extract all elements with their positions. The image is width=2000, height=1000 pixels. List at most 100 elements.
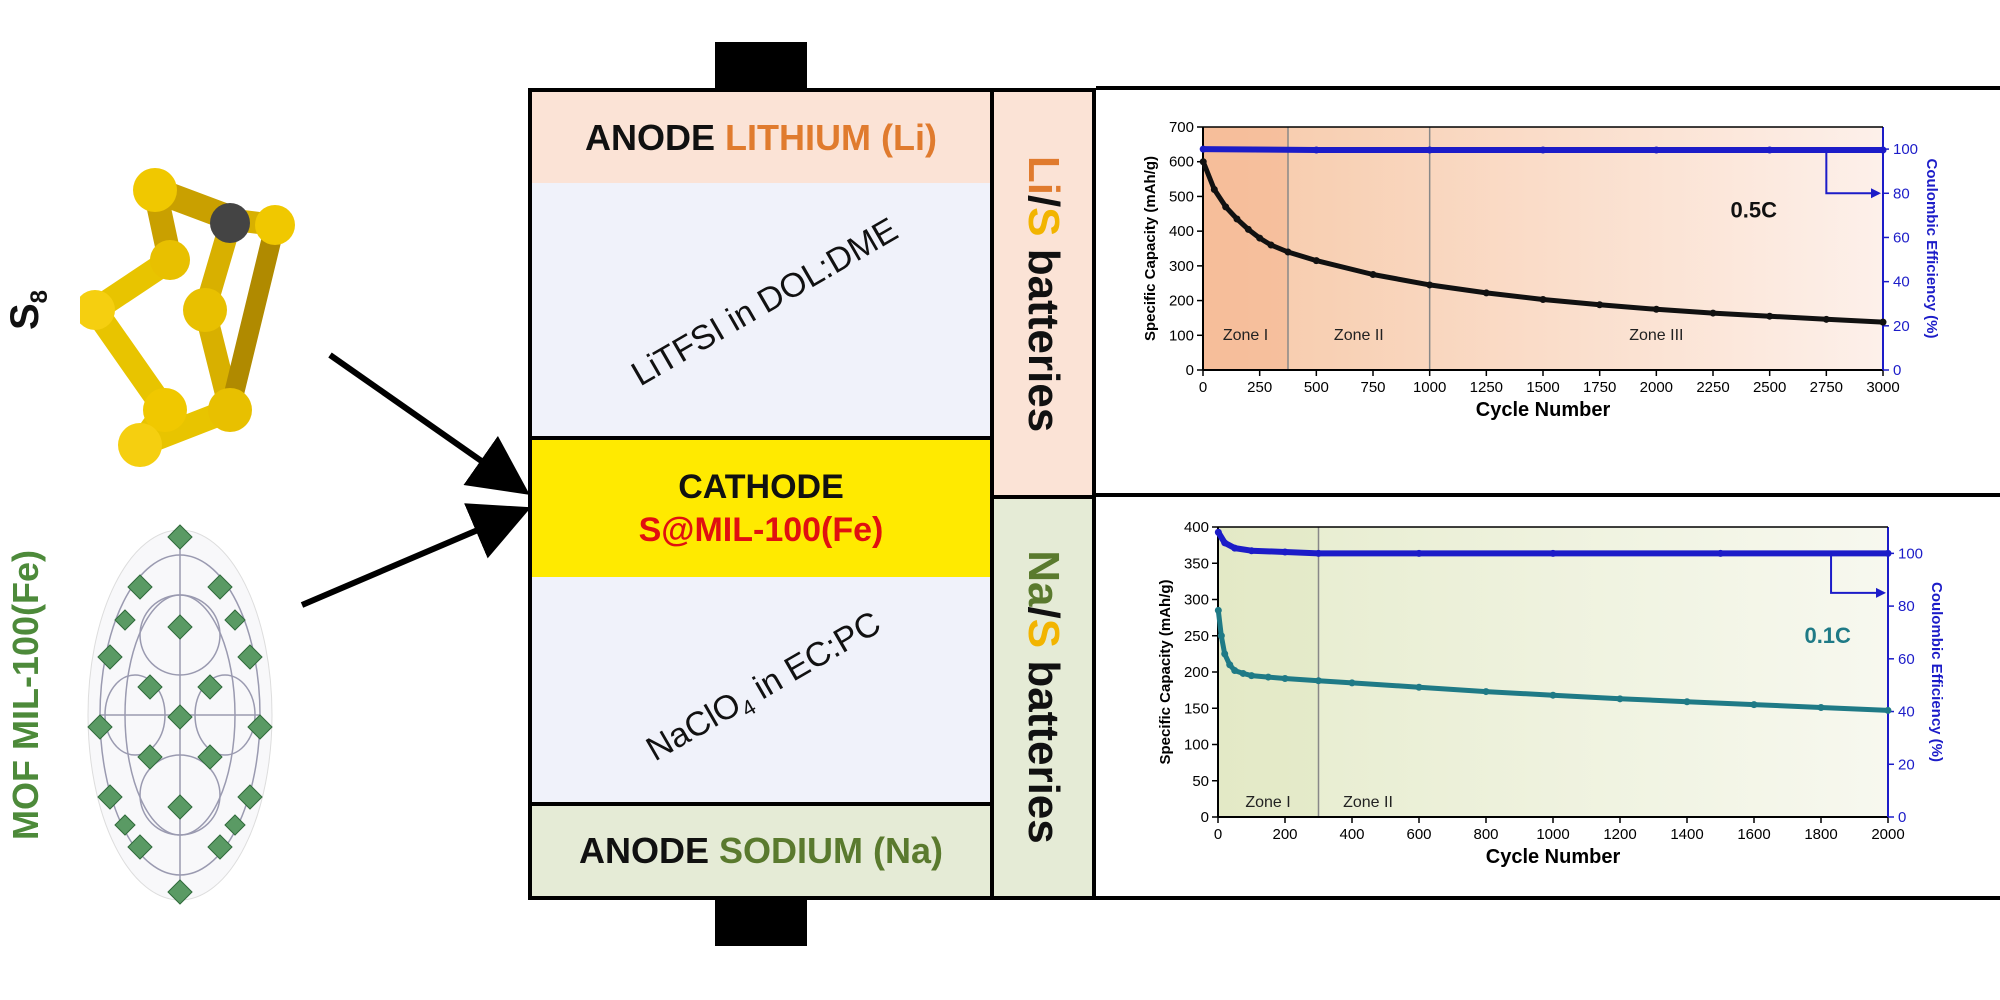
capacity-point xyxy=(1750,701,1758,709)
y2-tick-label: 20 xyxy=(1898,756,1915,773)
cathode-layer: CATHODE S@MIL-100(Fe) xyxy=(528,436,994,581)
ce-point xyxy=(1884,549,1892,557)
ce-point xyxy=(1199,145,1207,153)
electrolyte-top-layer: LiTFSI in DOL:DME xyxy=(528,183,994,440)
capacity-point xyxy=(1549,691,1557,699)
y2-tick-label: 40 xyxy=(1893,274,1910,291)
rate-label: 0.5C xyxy=(1731,197,1778,222)
na-s-side-panel xyxy=(990,495,1096,900)
y-tick-label: 50 xyxy=(1192,773,1209,790)
y-tick-label: 500 xyxy=(1169,188,1194,205)
ce-point xyxy=(1281,548,1289,556)
y-tick-label: 150 xyxy=(1184,700,1209,717)
x-tick-label: 1500 xyxy=(1526,379,1559,396)
li-s-side-panel xyxy=(990,88,1096,499)
capacity-point xyxy=(1652,305,1660,313)
x-tick-label: 2000 xyxy=(1640,379,1673,396)
x-tick-label: 1600 xyxy=(1737,826,1770,843)
y2-tick-label: 20 xyxy=(1893,318,1910,335)
y2-tick-label: 60 xyxy=(1893,229,1910,246)
capacity-point xyxy=(1217,632,1225,640)
x-tick-label: 1800 xyxy=(1804,826,1837,843)
arrow-mof-to-cathode xyxy=(300,503,532,608)
capacity-point xyxy=(1369,271,1377,279)
capacity-point xyxy=(1239,669,1247,677)
y-tick-label: 600 xyxy=(1169,154,1194,171)
x-tick-label: 1000 xyxy=(1536,826,1569,843)
ce-point xyxy=(1426,146,1434,154)
y-tick-label: 300 xyxy=(1169,258,1194,275)
capacity-point xyxy=(1315,677,1322,685)
axis-pointer-head xyxy=(1871,188,1881,199)
capacity-point xyxy=(1312,257,1320,265)
y2-tick-label: 0 xyxy=(1893,362,1901,379)
x-tick-label: 750 xyxy=(1360,379,1385,396)
mof-label: MOF MIL-100(Fe) xyxy=(5,550,46,841)
terminal-bottom xyxy=(715,898,807,946)
x-tick-label: 1250 xyxy=(1470,379,1503,396)
capacity-point xyxy=(1214,606,1222,614)
x-tick-label: 600 xyxy=(1406,826,1431,843)
chart-divider xyxy=(1096,493,2000,497)
y2-tick-label: 0 xyxy=(1898,809,1906,826)
x-tick-label: 2500 xyxy=(1753,379,1786,396)
capacity-point xyxy=(1256,234,1264,242)
x-tick-label: 1200 xyxy=(1603,826,1636,843)
capacity-point xyxy=(1482,688,1490,696)
capacity-point xyxy=(1616,695,1624,703)
plot-background xyxy=(1218,527,1888,817)
capacity-point xyxy=(1415,683,1423,691)
capacity-point xyxy=(1709,309,1717,317)
x-tick-label: 2000 xyxy=(1871,826,1904,843)
capacity-point xyxy=(1596,301,1604,309)
y2-tick-label: 100 xyxy=(1898,545,1923,562)
anode-top-word: ANODE xyxy=(585,116,716,158)
capacity-point xyxy=(1884,706,1892,714)
electrolyte-top-text: LiTFSI in DOL:DME xyxy=(625,210,905,394)
y-tick-label: 200 xyxy=(1169,293,1194,310)
anode-bottom-word: ANODE xyxy=(578,830,709,871)
ce-point xyxy=(1248,547,1255,555)
anode-sodium-layer: ANODE SODIUM (Na) xyxy=(528,802,994,900)
anode-lithium-layer: ANODE LITHIUM (Li) xyxy=(528,88,994,187)
x-tick-label: 500 xyxy=(1304,379,1329,396)
capacity-point xyxy=(1281,675,1289,683)
x-tick-label: 2750 xyxy=(1810,379,1843,396)
ce-point xyxy=(1549,549,1557,557)
ce-point xyxy=(1315,549,1322,557)
capacity-point xyxy=(1348,679,1356,687)
y-tick-label: 100 xyxy=(1169,327,1194,344)
cathode-material: S@MIL-100(Fe) xyxy=(638,510,884,549)
anode-bottom-metal: SODIUM (Na) xyxy=(719,830,944,871)
x-tick-label: 200 xyxy=(1272,826,1297,843)
capacity-point xyxy=(1817,704,1825,712)
y-tick-label: 0 xyxy=(1186,362,1194,379)
y-tick-label: 300 xyxy=(1184,592,1209,609)
y-axis-label: Specific Capacity (mAh/g) xyxy=(1157,579,1174,764)
axis-pointer-head xyxy=(1876,587,1886,598)
li-s-batteries-label: Li/S batteries xyxy=(1019,155,1068,433)
capacity-point xyxy=(1264,673,1272,681)
y-tick-label: 250 xyxy=(1184,628,1209,645)
capacity-point xyxy=(1539,296,1547,304)
chart-frame-bottom xyxy=(1096,896,2000,900)
x-tick-label: 0 xyxy=(1214,826,1222,843)
capacity-point xyxy=(1482,289,1490,297)
y2-tick-label: 80 xyxy=(1898,598,1915,615)
terminal-top xyxy=(715,42,807,90)
capacity-point xyxy=(1233,215,1241,223)
axis-pointer xyxy=(1825,149,1879,195)
capacity-point xyxy=(1221,650,1229,658)
capacity-point xyxy=(1244,225,1252,233)
x-tick-label: 2250 xyxy=(1696,379,1729,396)
capacity-point xyxy=(1879,318,1887,326)
s8-label: S8 xyxy=(3,289,53,331)
ce-point xyxy=(1221,539,1229,547)
y2-axis-label: Coulombic Efficiency (%) xyxy=(1928,582,1945,762)
capacity-point xyxy=(1248,672,1255,680)
electrolyte-bottom-text: NaClO4 in EC:PC xyxy=(639,604,888,769)
x-axis-label: Cycle Number xyxy=(1476,399,1611,421)
capacity-point xyxy=(1231,667,1239,675)
capacity-point xyxy=(1199,158,1207,166)
y2-tick-label: 100 xyxy=(1893,141,1918,158)
